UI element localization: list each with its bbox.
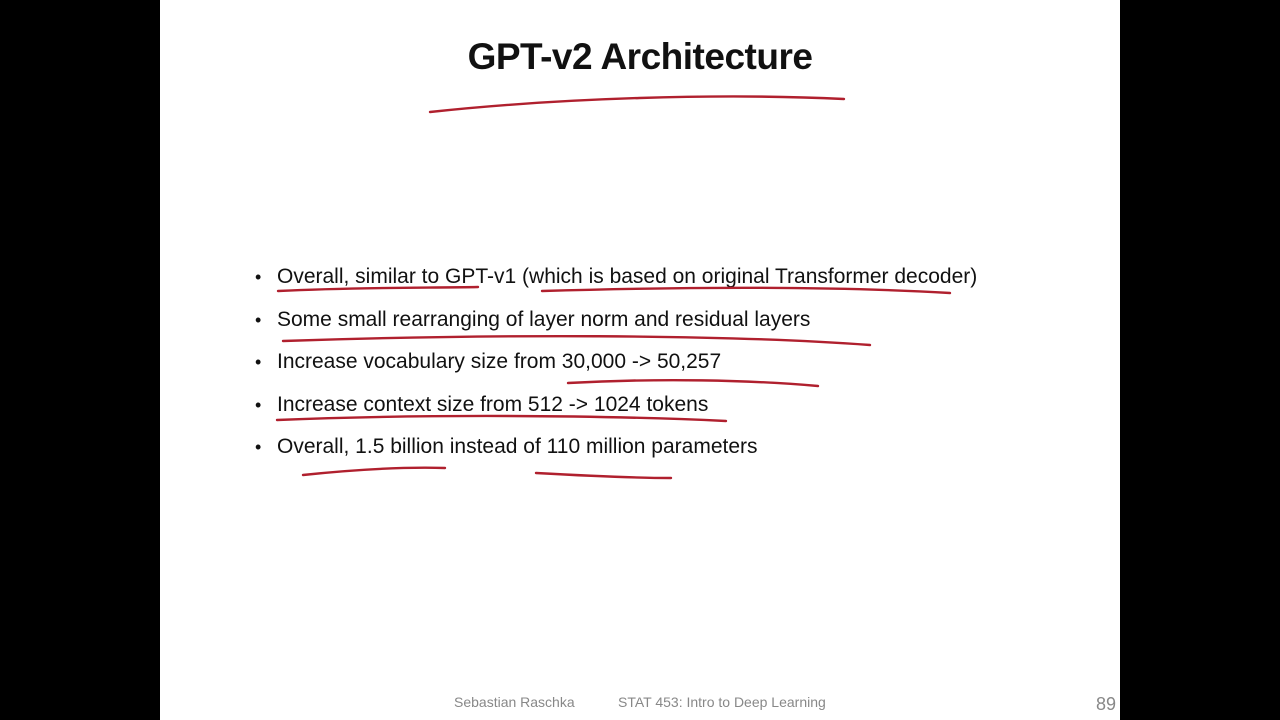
bullet-text: Overall, 1.5 billion instead of 110 mill…	[277, 435, 758, 458]
bullet-item: • Increase context size from 512 -> 1024…	[253, 388, 977, 431]
slide-title: GPT-v2 Architecture	[467, 36, 813, 77]
slide: GPT-v2 Architecture • Overall, similar t…	[160, 0, 1120, 720]
bullet-item: • Some small rearranging of layer norm a…	[253, 303, 977, 346]
page-number: 89	[1095, 694, 1116, 714]
footer-course: STAT 453: Intro to Deep Learning	[618, 694, 826, 710]
bullet-text: Overall, similar to GPT-v1 (which is bas…	[277, 265, 978, 288]
bullet-dot: •	[255, 309, 262, 330]
footer-author: Sebastian Raschka	[454, 694, 575, 710]
underline-million	[534, 471, 673, 480]
bullet-text: Increase vocabulary size from 30,000 -> …	[277, 350, 722, 373]
title-underline	[428, 95, 846, 114]
bullet-dot: •	[255, 394, 262, 415]
bullet-dot: •	[255, 352, 262, 372]
bullet-list: • Overall, similar to GPT-v1 (which is b…	[253, 260, 977, 473]
bullet-dot: •	[255, 267, 262, 287]
bullet-text: Some small rearranging of layer norm and…	[277, 307, 811, 331]
bullet-dot: •	[255, 437, 262, 457]
bullet-item: • Increase vocabulary size from 30,000 -…	[253, 345, 977, 388]
bullet-item: • Overall, similar to GPT-v1 (which is b…	[253, 260, 977, 303]
bullet-item: • Overall, 1.5 billion instead of 110 mi…	[253, 430, 977, 473]
bullet-text: Increase context size from 512 -> 1024 t…	[277, 392, 709, 416]
